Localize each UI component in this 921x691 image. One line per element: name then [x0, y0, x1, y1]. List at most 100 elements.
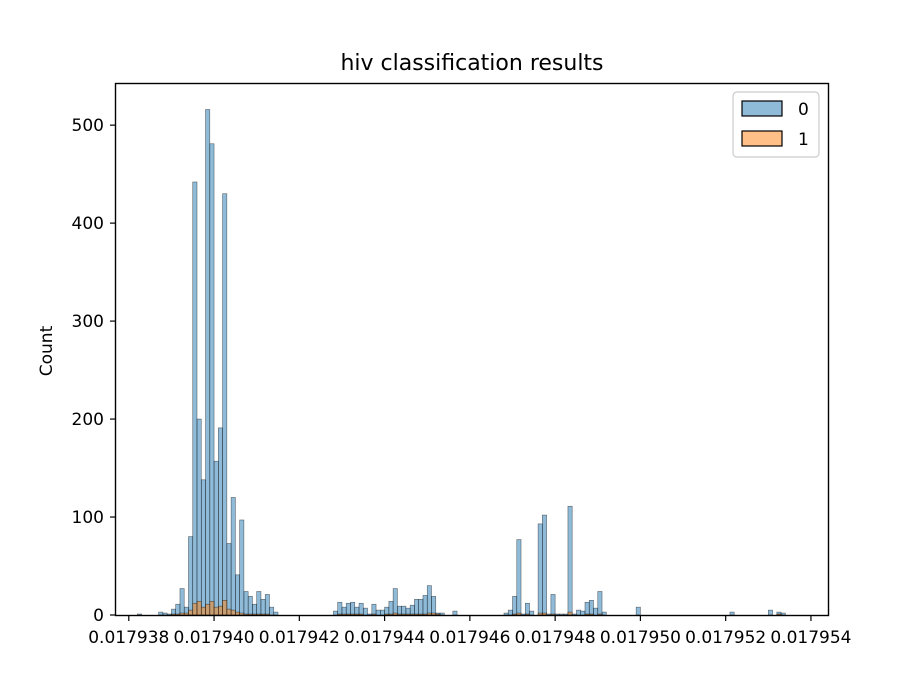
- bar-series-0-bin-29: [243, 591, 249, 616]
- legend-swatch-0: [741, 100, 783, 117]
- y-axis-label: Count: [37, 325, 57, 376]
- y-axis-ticks: 0 100 200 300 400 500: [72, 116, 116, 626]
- bar-series-1-bin-28: [239, 612, 245, 616]
- bar-series-0-bin-19: [200, 479, 206, 616]
- y-tick-label: 200: [72, 410, 104, 430]
- bar-series-0-bin-54: [350, 601, 356, 616]
- bar-series-0-bin-110: [588, 600, 594, 616]
- x-tick-label: 0.017944: [344, 628, 425, 648]
- bar-series-0-bin-53: [345, 602, 351, 616]
- bar-series-0-bin-68: [409, 604, 415, 616]
- bar-series-0-bin-50: [333, 610, 339, 616]
- bar-series-1-bin-64: [392, 612, 398, 616]
- y-tick-label: 0: [93, 606, 104, 626]
- bar-series-1-bin-18: [196, 600, 202, 616]
- bar-series-0-bin-95: [524, 602, 530, 616]
- bar-series-0-bin-96: [529, 610, 535, 616]
- bar-series-0-bin-99: [542, 514, 547, 616]
- legend-label-1: 1: [798, 130, 809, 150]
- bar-series-0-bin-10: [162, 612, 168, 616]
- bar-series-0-bin-91: [507, 609, 513, 616]
- x-tick-label: 0.017940: [173, 628, 254, 648]
- bar-series-0-bin-51: [337, 601, 343, 616]
- bar-series-1-bin-72: [426, 612, 432, 616]
- x-tick-label: 0.017948: [515, 628, 596, 648]
- bar-series-0-bin-121: [635, 606, 641, 616]
- bar-series-0-bin-16: [188, 536, 194, 616]
- y-tick-label: 500: [72, 116, 104, 136]
- bar-series-0-bin-109: [584, 601, 590, 616]
- bar-series-0-bin-69: [414, 599, 420, 616]
- bar-series-1-bin-21: [209, 600, 215, 616]
- bar-series-0-bin-107: [576, 609, 582, 616]
- x-tick-label: 0.017952: [685, 628, 766, 648]
- bar-series-0-bin-27: [235, 574, 240, 616]
- bar-series-0-bin-78: [452, 610, 458, 616]
- bar-series-1-bin-27: [235, 611, 240, 616]
- x-tick-label: 0.017954: [770, 628, 851, 648]
- bar-series-0-bin-13: [175, 603, 181, 616]
- bar-series-0-bin-9: [158, 611, 164, 616]
- bar-series-1-bin-93: [516, 612, 522, 616]
- bar-series-0-bin-72: [426, 585, 432, 616]
- bar-series-0-bin-57: [362, 607, 368, 616]
- bar-series-0-bin-75: [439, 612, 445, 616]
- y-tick-label: 400: [72, 214, 104, 234]
- bar-series-0-bin-101: [550, 594, 556, 616]
- bar-series-0-bin-112: [597, 591, 603, 616]
- bar-series-1-bin-26: [230, 609, 236, 616]
- bar-series-1-bin-22: [213, 606, 219, 616]
- bar-series-0-bin-26: [230, 497, 236, 616]
- legend-swatch-1: [741, 130, 783, 147]
- x-axis-ticks: 0.017938 0.017940 0.017942 0.017944 0.017946…: [88, 615, 852, 648]
- bar-series-0-bin-90: [503, 612, 509, 616]
- bar-series-0-bin-23: [218, 427, 223, 616]
- bar-series-0-bin-32: [256, 591, 262, 616]
- bar-series-0-bin-33: [260, 599, 266, 616]
- bar-series-0-bin-28: [239, 519, 245, 616]
- bar-series-1-bin-73: [431, 612, 437, 616]
- legend-label-0: 0: [798, 100, 809, 120]
- bar-series-0-bin-21: [209, 143, 215, 616]
- bar-series-0-bin-24: [222, 193, 228, 616]
- x-tick-label: 0.017946: [429, 628, 510, 648]
- bar-series-0-bin-152: [768, 609, 773, 616]
- legend: 0 1: [732, 91, 820, 158]
- bar-series-0-bin-70: [418, 599, 424, 616]
- bar-series-0-bin-71: [422, 595, 428, 616]
- bar-series-0-bin-25: [226, 543, 232, 616]
- bar-series-0-bin-108: [580, 610, 586, 616]
- bar-series-1-bin-15: [183, 612, 189, 616]
- plot-area-frame: [114, 82, 830, 617]
- bar-series-1-bin-20: [205, 603, 211, 616]
- bar-series-0-bin-105: [567, 505, 573, 616]
- bar-series-0-bin-59: [371, 603, 377, 616]
- bar-series-0-bin-98: [537, 523, 543, 616]
- bar-series-1-bin-23: [218, 605, 223, 616]
- bar-series-0-bin-65: [397, 605, 402, 616]
- bar-series-0-bin-66: [401, 605, 407, 616]
- bar-series-1-bin-98: [537, 612, 543, 616]
- bar-series-0-bin-30: [247, 596, 253, 616]
- bar-series-0-bin-34: [264, 594, 270, 616]
- bar-series-0-bin-155: [780, 612, 786, 616]
- bar-series-0-bin-17: [192, 181, 198, 616]
- bar-series-0-bin-60: [375, 609, 381, 616]
- bar-series-0-bin-113: [601, 611, 607, 616]
- bar-series-1-bin-17: [192, 602, 198, 616]
- bar-series-1-bin-19: [200, 606, 206, 616]
- bar-series-0-bin-56: [358, 602, 364, 616]
- chart-title: hiv classification results: [340, 51, 603, 76]
- bar-series-1-bin-25: [226, 608, 232, 616]
- bar-series-0-bin-31: [252, 603, 257, 616]
- x-tick-label: 0.017938: [88, 628, 169, 648]
- bar-series-0-bin-18: [196, 418, 202, 616]
- bar-series-0-bin-36: [273, 611, 279, 616]
- bar-series-0-bin-22: [213, 460, 219, 616]
- bar-series-0-bin-111: [593, 607, 599, 616]
- bar-series-0-bin-20: [205, 109, 211, 616]
- bar-series-1-bin-14: [179, 612, 185, 616]
- bar-series-1-bin-99: [542, 612, 547, 616]
- bar-series-0-bin-92: [512, 596, 518, 616]
